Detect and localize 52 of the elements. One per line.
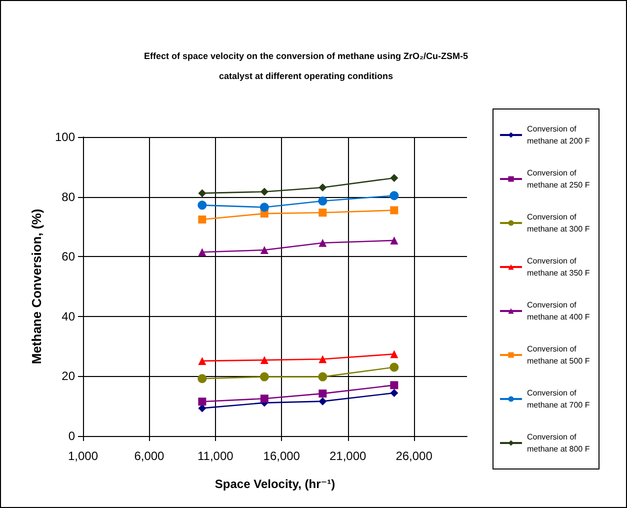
point [318,184,327,192]
x-tick-label: 26,000 [396,449,433,463]
point [260,246,268,254]
x-axis-title: Space Velocity, (hr⁻¹) [214,477,336,491]
point [318,208,327,217]
x-tick-label: 16,000 [263,449,300,463]
point [198,398,206,406]
point [198,374,207,384]
legend-label: Conversion of methane at 800 F [527,432,590,454]
point [260,394,268,403]
point [318,355,327,364]
point [318,372,328,382]
point [318,390,327,398]
chart-title: Effect of space velocity on the conversion of methane using ZrO₂/Cu-ZSM-5 catalyst at different operating conditions [144,51,468,81]
y-tick-label: 60 [62,250,76,264]
x-tick-label: 11,000 [198,449,234,463]
legend-label: Conversion of methane at 500 F [527,344,590,366]
y-tick-label: 0 [68,429,76,443]
point [390,174,398,182]
point [198,356,206,365]
point [198,248,206,256]
point [318,238,327,247]
point [390,381,398,390]
point [390,236,398,244]
legend-label: Conversion of methane at 350 F [527,256,590,278]
y-tick-label: 100 [54,130,76,144]
point [198,189,206,198]
legend-label: Conversion of methane at 400 F [527,300,590,322]
legend-label: Conversion of methane at 250 F [527,168,590,190]
point [198,216,206,224]
x-tick-label: 21,000 [329,449,367,463]
y-tick-label: 80 [62,190,76,204]
point [260,372,269,382]
point [260,188,268,196]
legend-label: Conversion of methane at 200 F [527,124,590,146]
y-tick-label: 40 [62,309,76,324]
point [318,196,328,206]
point [260,202,269,212]
point [390,191,399,200]
point [390,362,399,372]
y-axis-title: Methane Conversion, (%) [29,208,44,364]
x-tick-label: 6,000 [134,449,165,463]
y-tick-label: 20 [62,369,76,384]
point [390,206,398,214]
point [260,356,268,364]
point [198,200,207,210]
legend-label: Conversion of methane at 300 F [527,212,590,234]
x-tick-label: 1,000 [68,449,98,463]
legend-label: Conversion of methane at 700 F [527,388,590,410]
point [318,397,327,406]
point [390,388,398,397]
point [390,350,398,358]
